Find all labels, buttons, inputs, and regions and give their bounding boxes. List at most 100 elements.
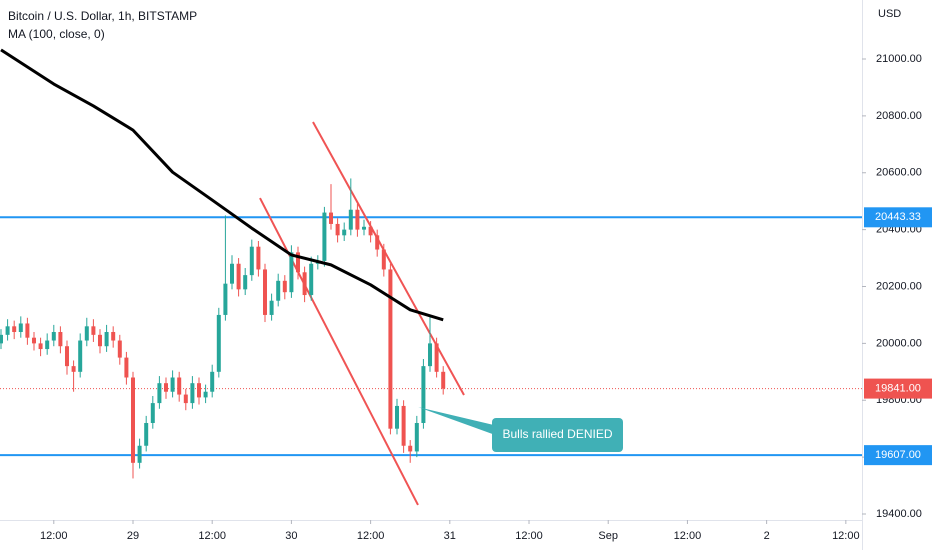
candle-body <box>243 275 248 290</box>
candle-body <box>45 340 50 350</box>
x-tick-label: 12:00 <box>515 530 543 542</box>
candle-body <box>302 272 307 296</box>
candle-body <box>31 337 36 344</box>
annotation-pointer <box>418 407 498 436</box>
candle-body <box>91 326 96 335</box>
candle-body <box>196 383 201 398</box>
candle-body <box>97 334 102 347</box>
candle-body <box>375 235 380 250</box>
candle-body <box>38 343 43 350</box>
candle-body <box>210 371 215 392</box>
candle-body <box>163 383 168 392</box>
x-tick-label: Sep <box>598 530 618 542</box>
candle-body <box>289 252 294 293</box>
candle-body <box>348 209 353 230</box>
candle-body <box>190 383 195 404</box>
candle-body <box>223 283 228 315</box>
candle-body <box>117 340 122 358</box>
candle-body <box>329 212 334 224</box>
candle-body <box>71 366 76 372</box>
candle-body <box>5 326 10 335</box>
candle-body <box>441 371 446 389</box>
candle-body <box>84 326 89 341</box>
candle-body <box>401 405 406 446</box>
candle-body <box>428 343 433 367</box>
candle-body <box>236 263 241 290</box>
candle-body <box>421 366 426 424</box>
chart-title: Bitcoin / U.S. Dollar, 1h, BITSTAMP <box>8 9 197 23</box>
moving-average-line <box>0 48 444 322</box>
price-label: 19841.00 <box>875 382 921 394</box>
candle-body <box>263 269 268 315</box>
currency-label: USD <box>878 8 901 20</box>
x-tick-label: 12:00 <box>674 530 702 542</box>
x-tick-label: 12:00 <box>40 530 68 542</box>
y-tick-label: 19400.00 <box>876 508 922 520</box>
price-label-bg <box>864 445 932 466</box>
x-tick-label: 2 <box>764 530 770 542</box>
candle-body <box>282 280 287 293</box>
y-tick-label: 20200.00 <box>876 280 922 292</box>
candle-body <box>434 343 439 372</box>
y-tick-label: 21000.00 <box>876 53 922 65</box>
candle-body <box>276 280 281 301</box>
candle-body <box>362 226 367 230</box>
candle-body <box>309 263 314 296</box>
candle-body <box>58 332 63 347</box>
candle-body <box>111 332 116 341</box>
x-tick-label: 12:00 <box>357 530 385 542</box>
candle-body <box>78 340 83 372</box>
candle-body <box>249 246 254 276</box>
annotation-box <box>492 418 623 452</box>
candle-body <box>25 323 30 338</box>
candle-body <box>408 445 413 452</box>
ma-legend: MA (100, close, 0) <box>8 27 105 41</box>
candle-body <box>157 383 162 404</box>
candle-body <box>342 229 347 236</box>
candle-body <box>183 394 188 404</box>
y-tick-label: 20000.00 <box>876 337 922 349</box>
candle-body <box>170 377 175 392</box>
price-label-bg <box>864 378 932 399</box>
candle-body <box>64 346 69 367</box>
annotation-text: Bulls rallied DENIED <box>502 427 612 441</box>
trendline <box>312 121 465 396</box>
candle-body <box>18 323 23 333</box>
x-tick-label: 31 <box>444 530 456 542</box>
x-tick-label: 30 <box>285 530 297 542</box>
candle-body <box>335 223 340 236</box>
candle-body <box>150 403 155 424</box>
x-tick-label: 29 <box>127 530 139 542</box>
candle-body <box>230 263 235 284</box>
y-tick-label: 20800.00 <box>876 110 922 122</box>
x-tick-label: 12:00 <box>832 530 860 542</box>
candle-body <box>12 326 17 333</box>
x-tick-label: 12:00 <box>198 530 226 542</box>
price-label: 19607.00 <box>875 449 921 461</box>
candle-body <box>130 377 135 463</box>
candle-body <box>216 314 221 372</box>
price-label-bg <box>864 207 932 228</box>
candle-body <box>381 249 386 270</box>
candle-body <box>414 423 419 452</box>
candle-body <box>51 332 56 341</box>
candle-body <box>124 357 129 378</box>
candle-body <box>144 423 149 446</box>
candle-body <box>395 405 400 429</box>
candle-body <box>256 246 261 270</box>
candle-body <box>322 212 327 261</box>
candle-body <box>104 332 109 347</box>
candle-body <box>177 377 182 395</box>
candle-body <box>296 252 301 273</box>
candle-body <box>203 391 208 398</box>
candle-body <box>368 226 373 236</box>
price-label: 20443.33 <box>875 211 921 223</box>
candle-body <box>137 445 142 463</box>
candle-body <box>269 300 274 315</box>
candle-body <box>355 209 360 230</box>
candle-body <box>388 269 393 429</box>
candle-body <box>0 334 3 344</box>
trendline <box>259 197 419 506</box>
